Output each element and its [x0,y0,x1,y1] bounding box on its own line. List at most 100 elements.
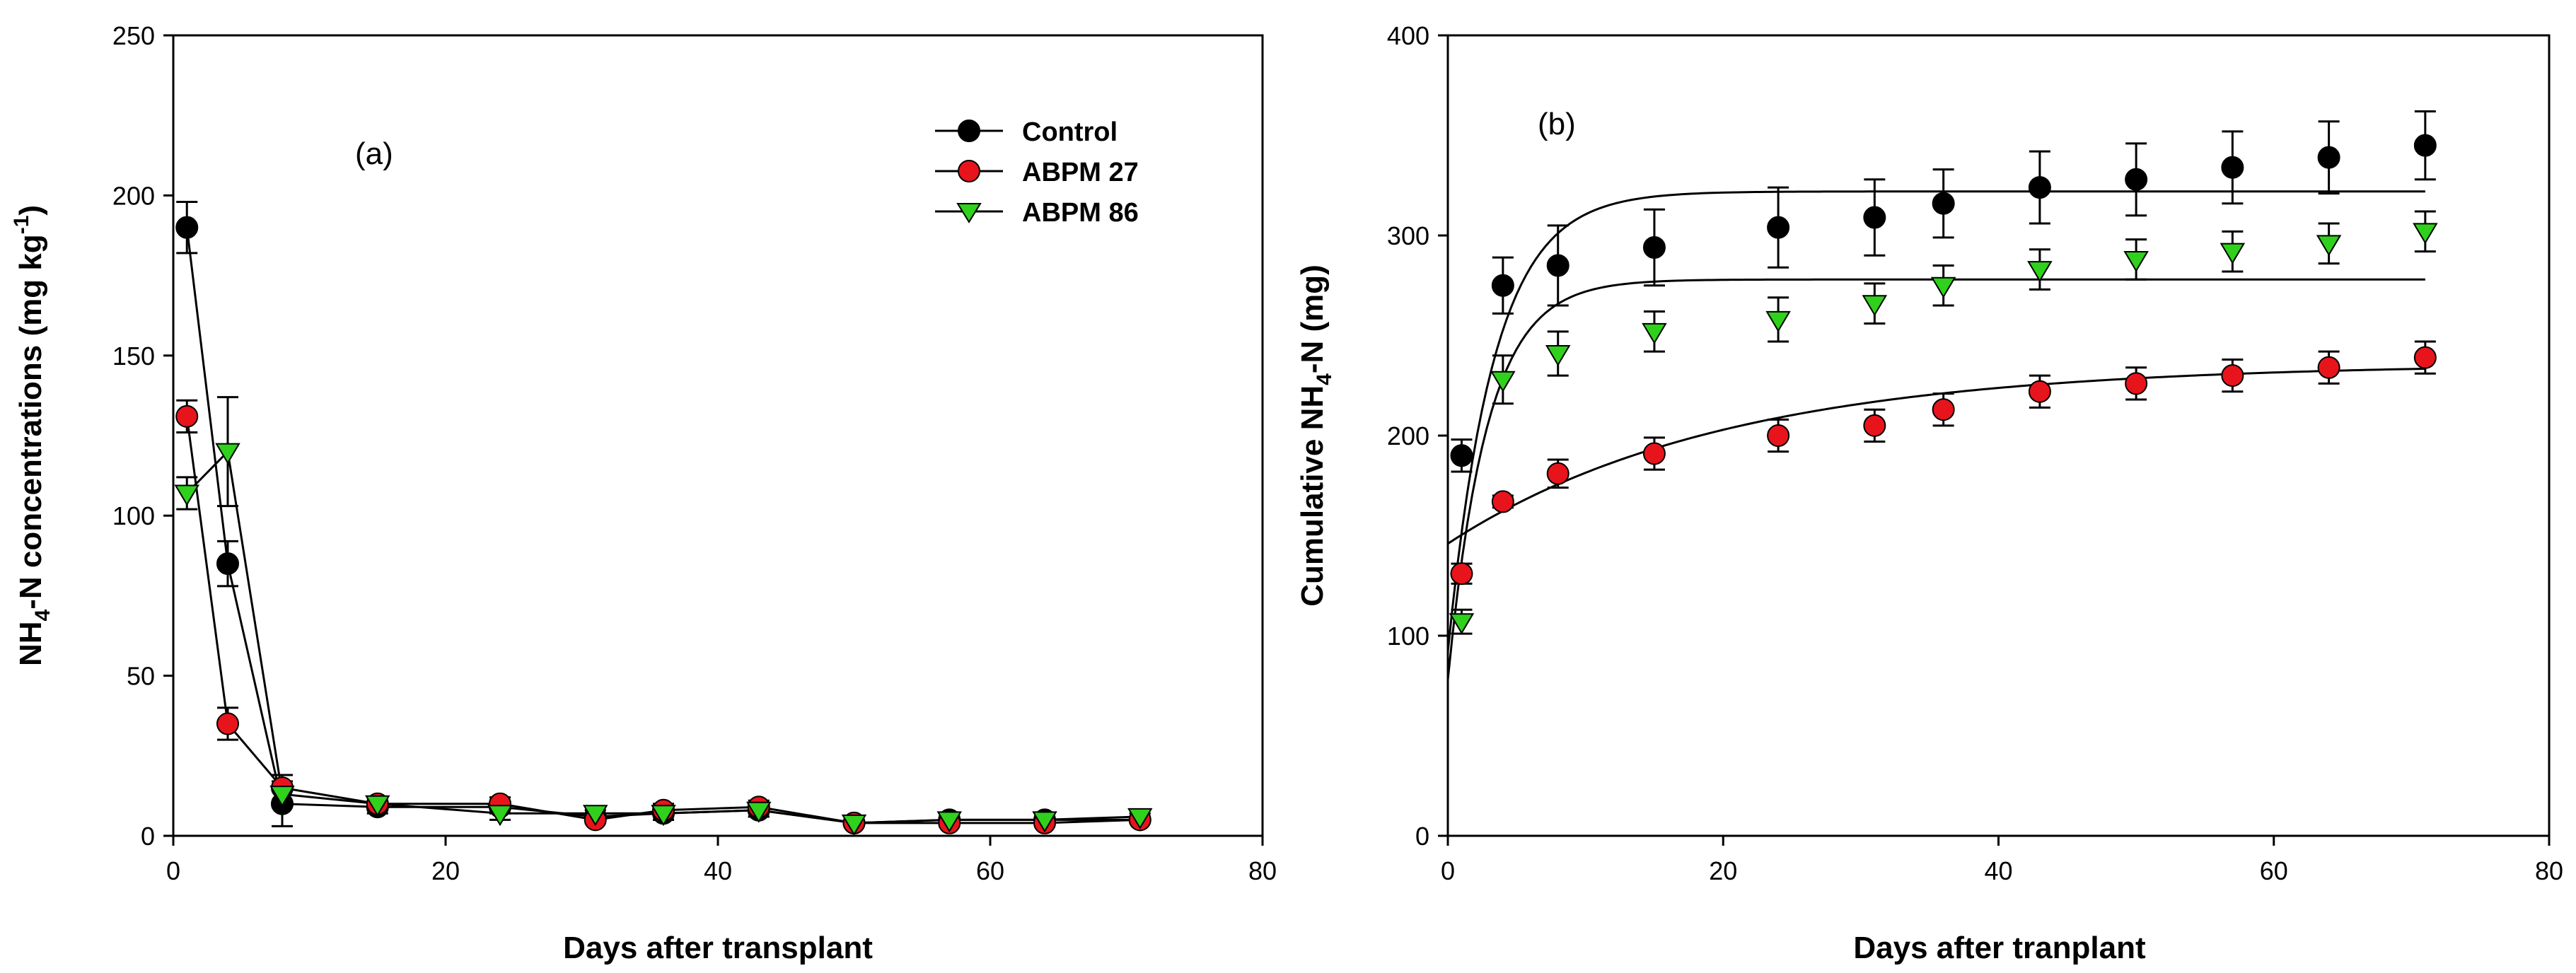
panel-b-ylabel-mid: -N (mg) [1295,264,1330,373]
panel-a-point-abpm27 [216,712,239,735]
panel-a-point-abpm27 [175,404,199,428]
panel-a-ylabel-sub: 4 [31,609,54,621]
panel-a-x-axis-title: Days after transplant [563,931,873,965]
panel-b-point-control [1546,254,1570,277]
panel-b-label: (b) [1538,107,1576,141]
panel-a-line-abpm86 [186,449,1140,825]
legend-marker-abpm86 [956,203,982,223]
panel-a-series-lines [185,227,1140,825]
panel-b-point-abpm27 [1642,442,1666,465]
panel-a-point-abpm86 [174,484,200,506]
panel-b-ticks: 0 20 40 60 80 0 100 200 300 400 [1387,21,2563,885]
panel-b-fit-curve [1447,367,2425,545]
panel-b-point-abpm27 [1491,490,1514,513]
panel-a-error-bars [176,200,1151,827]
panel-b-point-control [1767,216,1790,239]
panel-b-y-tick-label: 0 [1415,822,1429,851]
panel-a-markers [174,216,1153,836]
panel-b-y-tick-label: 300 [1387,221,1429,250]
panel-b-point-abpm86 [1930,276,1956,298]
panel-b-fit-curve [1446,278,2425,680]
panel-b-point-control [1450,444,1473,467]
panel-a-ylabel-sup: -1 [10,216,33,235]
panel-a: 0 20 40 60 80 0 50 100 150 200 250 (a) Days after … [10,21,1277,965]
panel-a-x-tick-label: 80 [1248,856,1277,885]
panel-a-line-control [185,227,1140,825]
panel-b-x-tick-label: 20 [1709,856,1737,885]
panel-a-y-tick-label: 50 [127,662,155,691]
panel-b-point-abpm27 [2317,356,2340,379]
panel-b-point-abpm86 [1862,295,1888,317]
panel-a-x-tick-label: 20 [431,856,460,885]
panel-b-point-abpm27 [2125,372,2148,395]
panel-b-point-abpm27 [1450,562,1473,585]
panel-b-point-abpm86 [2220,243,2246,264]
panel-a-ylabel-mid: -N concentrations (mg kg [13,234,48,610]
panel-b-point-abpm27 [1932,398,1955,421]
panel-b-point-abpm27 [2028,380,2051,403]
panel-b-y-tick-label: 400 [1387,21,1429,50]
panel-a-frame [172,34,1264,837]
panel-b-point-control [2125,168,2148,191]
panel-b-point-control [2221,156,2244,179]
panel-b-point-abpm86 [2027,261,2053,283]
panel-b-point-control [1932,192,1955,215]
legend-label-control: Control [1022,117,1118,147]
panel-b-markers [1449,134,2438,635]
panel-b-x-tick-label: 0 [1441,856,1455,885]
panel-a-y-tick-label: 0 [141,822,155,851]
legend-marker-control [958,120,980,142]
panel-b-point-control [1491,274,1514,297]
panel-b-point-control [1863,206,1886,229]
panel-b-ylabel-sub: 4 [1313,373,1336,385]
panel-a-ylabel-post: ) [13,205,48,216]
panel-a-y-tick-label: 150 [112,342,155,371]
legend-label-abpm27: ABPM 27 [1022,158,1139,187]
panel-b-point-abpm27 [1546,462,1570,485]
legend: Control ABPM 27 ABPM 86 [935,117,1139,228]
panel-a-ticks: 0 20 40 60 80 0 50 100 150 200 250 [112,21,1277,885]
panel-b-point-control [1642,235,1666,259]
panel-b: 0 20 40 60 80 0 100 200 300 400 (b) Days after tr… [1295,21,2563,965]
panel-b-point-abpm27 [2221,364,2244,388]
panel-b-point-abpm86 [1490,371,1516,392]
panel-b-point-abpm27 [2413,346,2437,369]
panel-a-point-abpm86 [215,443,240,465]
panel-b-x-tick-label: 80 [2535,856,2563,885]
panel-a-label: (a) [355,136,393,171]
panel-a-point-control [216,552,239,576]
panel-a-point-control [175,216,199,239]
panel-b-fit-curve [1446,190,2425,652]
panel-b-point-abpm86 [2123,250,2149,272]
panel-b-y-axis-title: Cumulative NH4-N (mg) [1295,264,1336,607]
panel-b-point-control [2028,176,2051,199]
panel-b-point-abpm86 [1765,310,1791,332]
panel-a-y-tick-label: 100 [112,501,155,530]
panel-b-x-axis-title: Days after tranplant [1853,931,2146,965]
panel-a-point-abpm86 [1127,808,1153,829]
legend-marker-abpm27 [958,160,980,182]
panel-a-y-tick-label: 200 [112,181,155,210]
panel-a-x-tick-label: 0 [166,856,180,885]
panel-b-point-abpm27 [1863,414,1886,437]
panel-a-x-tick-label: 40 [704,856,732,885]
panel-b-x-tick-label: 40 [1984,856,2012,885]
panel-b-y-tick-label: 200 [1387,421,1429,450]
panel-a-y-tick-label: 250 [112,21,155,50]
panel-b-point-abpm86 [2316,235,2342,257]
panel-a-x-tick-label: 60 [976,856,1004,885]
panel-a-line-abpm27 [185,416,1140,825]
panel-b-point-abpm86 [2413,223,2438,245]
panel-a-point-abpm86 [936,811,963,833]
panel-b-point-abpm86 [1642,322,1667,344]
panel-a-point-abpm86 [745,801,772,823]
panel-a-point-abpm86 [487,805,513,827]
panel-a-point-abpm86 [1032,811,1057,833]
panel-b-y-tick-label: 100 [1387,622,1429,651]
panel-a-point-abpm86 [841,814,867,836]
panel-b-ylabel-pre: Cumulative NH [1295,385,1330,607]
panel-b-frame [1446,34,2551,837]
panel-a-ylabel-pre: NH [13,621,48,666]
panel-a-point-abpm86 [364,795,390,817]
